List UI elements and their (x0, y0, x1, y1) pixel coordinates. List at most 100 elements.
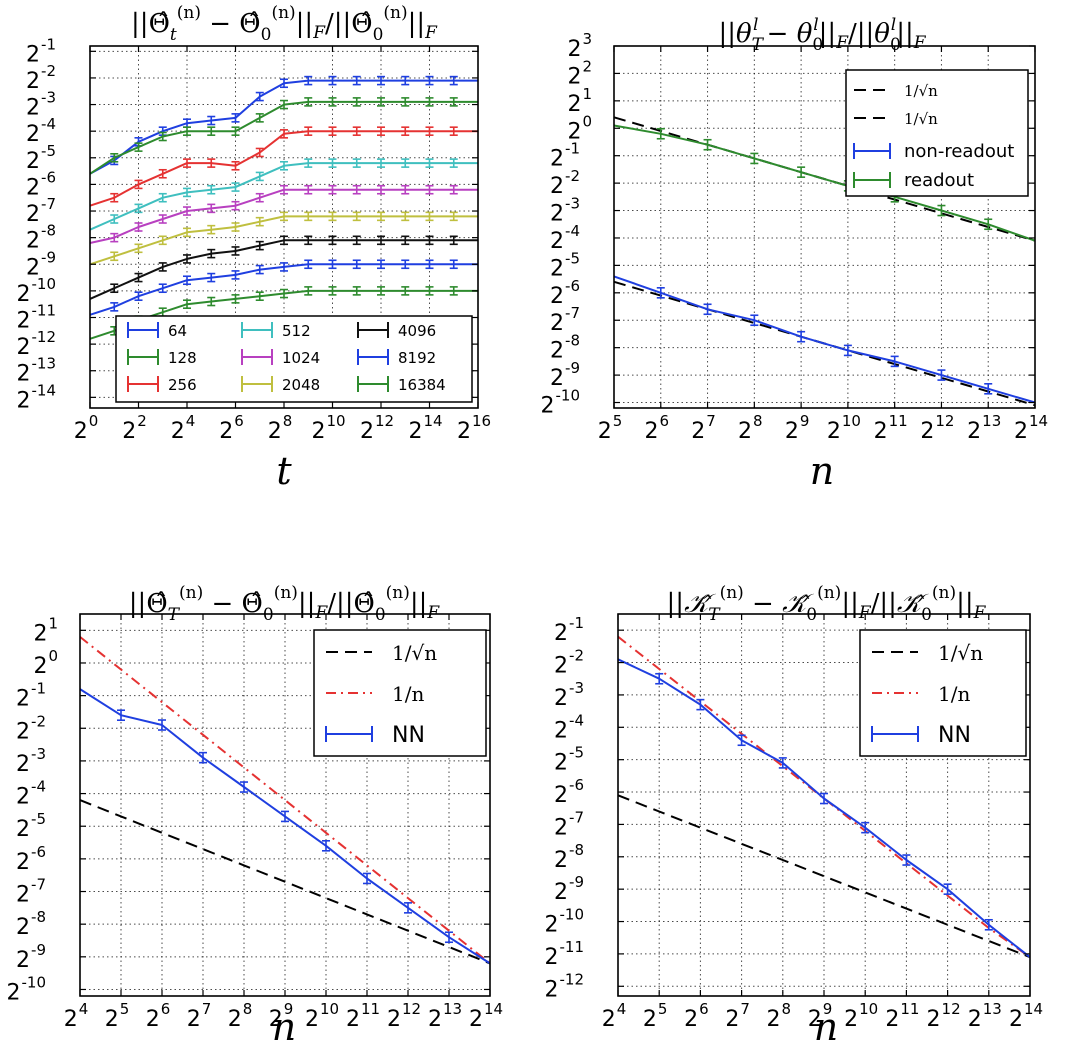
x-tick-label: 211 (874, 412, 908, 444)
x-tick-label: 213 (967, 412, 1001, 444)
legend-label: 64 (168, 322, 187, 340)
y-tick-label: 20 (33, 647, 58, 679)
y-tick-label: 2-4 (26, 115, 56, 147)
x-tick-label: 28 (738, 412, 763, 444)
x-tick-label: 210 (311, 412, 345, 444)
y-tick-label: 2-6 (26, 168, 56, 200)
x-tick-label: 212 (387, 1000, 421, 1032)
x-tick-label: 26 (146, 1000, 171, 1032)
legend-label: 1/√n (904, 82, 938, 100)
x-tick-label: 27 (691, 412, 716, 444)
x-tick-label: 27 (187, 1000, 212, 1032)
y-tick-label: 2-2 (550, 167, 580, 199)
y-tick-label: 23 (567, 30, 592, 62)
panel-1-legend: 64 128 256 512 1024 2048 4096 8192 16384 (115, 315, 473, 403)
y-tick-label: 21 (567, 85, 592, 117)
x-tick-label: 29 (269, 1000, 294, 1032)
x-tick-label: 212 (360, 412, 394, 444)
x-tick-label: 26 (219, 412, 244, 444)
y-tick-label: 2-10 (7, 973, 47, 1005)
panel-4-title: ||𝒦̂T(n) − 𝒦̂0(n)||F/||𝒦̂0(n)||F (667, 583, 987, 625)
y-tick-label: 2-9 (550, 359, 580, 391)
series-line-0 (617, 794, 1031, 959)
legend-label: 1/n (938, 682, 970, 706)
x-tick-label: 28 (268, 412, 293, 444)
x-tick-label: 211 (346, 1000, 380, 1032)
series-line-2 (613, 275, 1036, 404)
panel-3-xlabel: n (272, 1005, 296, 1049)
y-tick-label: 2-8 (16, 908, 46, 940)
y-tick-label: 2-11 (545, 938, 585, 970)
legend-label: NN (392, 723, 425, 748)
legend-label: 4096 (398, 322, 436, 340)
y-tick-label: 2-6 (550, 277, 580, 309)
y-tick-label: 2-6 (554, 776, 584, 808)
y-tick-label: 2-3 (550, 195, 580, 227)
panel-4-xlabel: n (814, 1005, 838, 1049)
x-tick-label: 212 (927, 1000, 961, 1032)
x-tick-label: 210 (305, 1000, 339, 1032)
y-tick-label: 2-9 (26, 248, 56, 280)
panel-2: ||θTl − θ0l||F/||θ0l||F 25 26 27 28 29 210 211… (541, 15, 1049, 493)
y-tick-label: 2-3 (554, 679, 584, 711)
y-tick-label: 2-4 (554, 711, 584, 743)
x-tick-label: 24 (171, 412, 196, 444)
panel-3-legend: 1/√n 1/n NN (313, 629, 487, 757)
x-tick-label: 28 (767, 1000, 792, 1032)
legend-label: 1024 (282, 349, 320, 367)
y-tick-label: 2-9 (16, 941, 46, 973)
x-tick-label: 24 (64, 1000, 89, 1032)
legend-label: 1/√n (392, 641, 437, 665)
legend-label: 2048 (282, 376, 320, 394)
legend-label: 256 (168, 376, 197, 394)
y-tick-label: 2-3 (16, 745, 46, 777)
legend-label: 512 (282, 322, 311, 340)
y-tick-label: 2-13 (17, 355, 57, 387)
x-tick-label: 26 (684, 1000, 709, 1032)
y-tick-label: 21 (33, 614, 58, 646)
x-tick-label: 211 (885, 1000, 919, 1032)
legend-label: readout (904, 170, 974, 191)
panel-2-xlabel: n (810, 449, 834, 493)
x-tick-label: 22 (122, 412, 147, 444)
x-tick-label: 210 (827, 412, 861, 444)
panel-2-title: ||θTl − θ0l||F/||θ0l||F (718, 15, 926, 55)
x-tick-label: 214 (469, 1000, 503, 1032)
y-tick-label: 2-2 (554, 647, 584, 679)
legend-label: 1/√n (904, 110, 938, 128)
y-tick-label: 2-5 (550, 249, 580, 281)
y-tick-label: 2-5 (26, 142, 56, 174)
x-tick-label: 27 (725, 1000, 750, 1032)
y-tick-label: 2-11 (17, 302, 57, 334)
panel-1-xlabel: t (276, 449, 292, 493)
x-tick-label: 214 (1014, 412, 1048, 444)
y-tick-label: 2-1 (550, 140, 580, 172)
legend-label: 8192 (398, 349, 436, 367)
series-line-0 (79, 799, 491, 965)
y-tick-label: 2-3 (26, 89, 56, 121)
x-tick-label: 29 (808, 1000, 833, 1032)
x-tick-label: 24 (602, 1000, 627, 1032)
x-tick-label: 29 (785, 412, 810, 444)
y-tick-label: 2-10 (17, 275, 57, 307)
y-tick-label: 2-7 (16, 876, 46, 908)
y-tick-label: 2-9 (554, 873, 584, 905)
legend-label: 1/n (392, 682, 424, 706)
legend-label: 1/√n (938, 641, 983, 665)
panel-2-legend: 1/√n 1/√n non-readout readout (845, 69, 1029, 197)
y-tick-label: 2-1 (26, 35, 56, 67)
panel-3-title: ||Θ̂T(n) − Θ̂0(n)||F/||Θ̂0(n)||F (129, 583, 441, 625)
panel-4: ||𝒦̂T(n) − 𝒦̂0(n)||F/||𝒦̂0(n)||F 24 25 26 2… (545, 583, 1044, 1049)
y-tick-label: 2-1 (554, 614, 584, 646)
y-tick-label: 2-2 (16, 712, 46, 744)
legend-label: 128 (168, 349, 197, 367)
panel-2-plot: 25 26 27 28 29 210 211 212 213 214232221202-12-22… (541, 30, 1049, 444)
x-tick-label: 26 (645, 412, 670, 444)
y-tick-label: 22 (567, 57, 592, 89)
y-tick-label: 2-8 (550, 332, 580, 364)
panel-3-plot: 24 25 26 27 28 29 210 211 212 213 214 21202-12-22-3… (7, 613, 503, 1032)
y-tick-label: 2-4 (550, 222, 580, 254)
y-tick-label: 2-7 (554, 808, 584, 840)
legend-label: non-readout (904, 141, 1014, 162)
